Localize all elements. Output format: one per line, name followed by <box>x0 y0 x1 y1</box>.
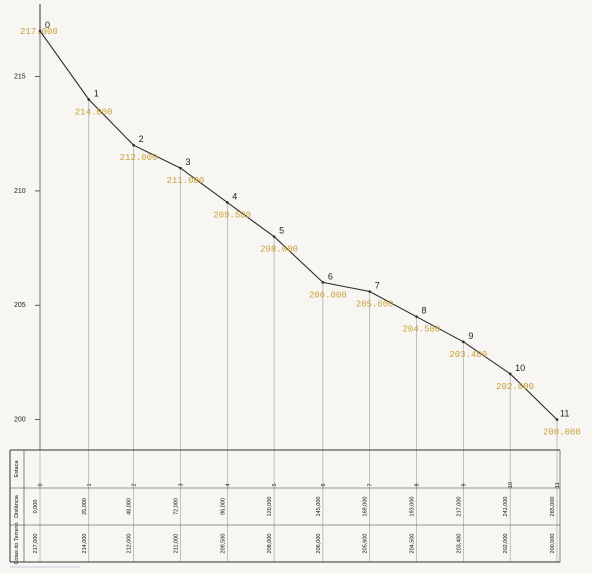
elevation-data-label: 205.600 <box>356 300 394 310</box>
table-station-cell: 4 <box>225 483 231 486</box>
y-tick-label: 205 <box>14 302 26 309</box>
station-number-label: 0 <box>45 20 50 30</box>
table-elevation-cell: 202,000 <box>503 534 509 554</box>
station-number-label: 9 <box>468 331 473 341</box>
table-station-cell: 3 <box>178 483 184 486</box>
table-distance-cell: 217,000 <box>456 497 462 517</box>
elevation-data-label: 214.000 <box>75 107 113 117</box>
table-station-cell: 9 <box>461 483 467 486</box>
table-distance-cell: 145,000 <box>316 497 322 517</box>
table-distance-cell: 265,000 <box>550 497 556 517</box>
profile-point <box>321 281 325 284</box>
table-elevation-cell: 203,400 <box>456 534 462 554</box>
profile-point <box>38 29 42 33</box>
elevation-data-label: 208.000 <box>260 245 298 255</box>
table-distance-cell: 193,000 <box>410 497 416 517</box>
profile-point <box>179 166 182 170</box>
y-tick-label: 200 <box>14 417 26 424</box>
table-distance-cell: 96,000 <box>220 498 226 515</box>
table-elevation-cell: 200,000 <box>550 534 556 554</box>
table-elevation-cell: 212,000 <box>127 534 133 554</box>
table-elevation-cell: 206,000 <box>316 534 322 554</box>
table-elevation-cell: 211,000 <box>173 534 179 553</box>
table-row-header: Distância <box>14 494 20 518</box>
station-number-label: 8 <box>422 306 427 316</box>
elevation-data-label: 206.000 <box>309 290 347 300</box>
profile-point <box>555 418 559 421</box>
table-distance-cell: 72,000 <box>173 498 179 515</box>
profile-line-series <box>39 30 558 420</box>
elevation-data-label: 204.500 <box>403 325 441 335</box>
station-number-label: 10 <box>515 363 525 373</box>
elevation-data-label: 209.500 <box>213 210 251 220</box>
table-station-cell: 5 <box>272 483 278 486</box>
profile-point <box>87 98 91 101</box>
station-number-label: 2 <box>139 134 144 144</box>
table-row-header: Estaca <box>14 460 20 478</box>
profile-point <box>462 340 465 344</box>
table-elevation-cell: 204,500 <box>410 534 416 554</box>
profile-point <box>415 315 418 318</box>
table-distance-cell: 120,000 <box>267 497 273 517</box>
table-station-cell: 10 <box>508 482 514 488</box>
profile-point <box>508 372 512 376</box>
table-station-cell: 1 <box>87 483 93 486</box>
table-station-cell: 11 <box>555 482 561 488</box>
station-number-label: 1 <box>94 88 99 98</box>
table-station-cell: 0 <box>38 483 44 486</box>
table-distance-cell: 48,000 <box>127 498 133 515</box>
profile-point <box>368 290 372 293</box>
elevation-data-label: 202.000 <box>496 382 534 392</box>
y-tick-label: 210 <box>14 188 26 195</box>
table-station-cell: 2 <box>132 483 138 486</box>
profile-point <box>132 143 135 147</box>
profile-point <box>225 201 229 204</box>
station-number-label: 3 <box>185 157 190 167</box>
table-elevation-cell: 208,000 <box>267 534 273 554</box>
table-elevation-cell: 205,600 <box>363 534 369 554</box>
table-elevation-cell: 209,500 <box>220 534 226 554</box>
table-distance-cell: 241,000 <box>503 497 509 517</box>
station-number-label: 4 <box>232 191 237 201</box>
table-distance-cell: 169,000 <box>363 497 369 517</box>
table-row-header: Cotas do Terreno <box>14 522 20 564</box>
table-elevation-cell: 217,000 <box>33 534 39 554</box>
elevation-data-label: 211.000 <box>166 176 204 186</box>
elevation-data-label: 217.000 <box>20 27 58 37</box>
table-station-cell: 6 <box>321 483 327 486</box>
y-tick-label: 215 <box>14 74 26 81</box>
table-elevation-cell: 214,000 <box>82 534 88 554</box>
table-station-cell: 8 <box>415 483 421 486</box>
station-number-label: 6 <box>328 271 333 281</box>
elevation-data-label: 212.000 <box>120 153 158 163</box>
elevation-data-label: 200.000 <box>543 428 581 438</box>
station-number-label: 11 <box>560 409 569 419</box>
elevation-data-label: 203.400 <box>449 350 487 360</box>
table-distance-cell: 0,000 <box>33 500 39 514</box>
table-station-cell: 7 <box>368 483 374 486</box>
station-number-label: 5 <box>279 226 284 236</box>
table-distance-cell: 25,000 <box>82 498 88 515</box>
station-number-label: 7 <box>375 281 380 291</box>
profile-point <box>272 235 276 238</box>
